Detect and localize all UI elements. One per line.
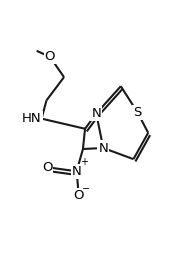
Text: S: S [133, 106, 142, 119]
Text: N: N [98, 141, 108, 154]
Text: +: + [80, 157, 88, 167]
Text: N: N [72, 165, 81, 178]
Text: O: O [73, 189, 84, 202]
Text: N: N [91, 107, 101, 120]
Text: O: O [42, 161, 52, 174]
Text: O: O [45, 50, 55, 63]
Text: HN: HN [22, 112, 42, 125]
Text: −: − [82, 184, 90, 194]
